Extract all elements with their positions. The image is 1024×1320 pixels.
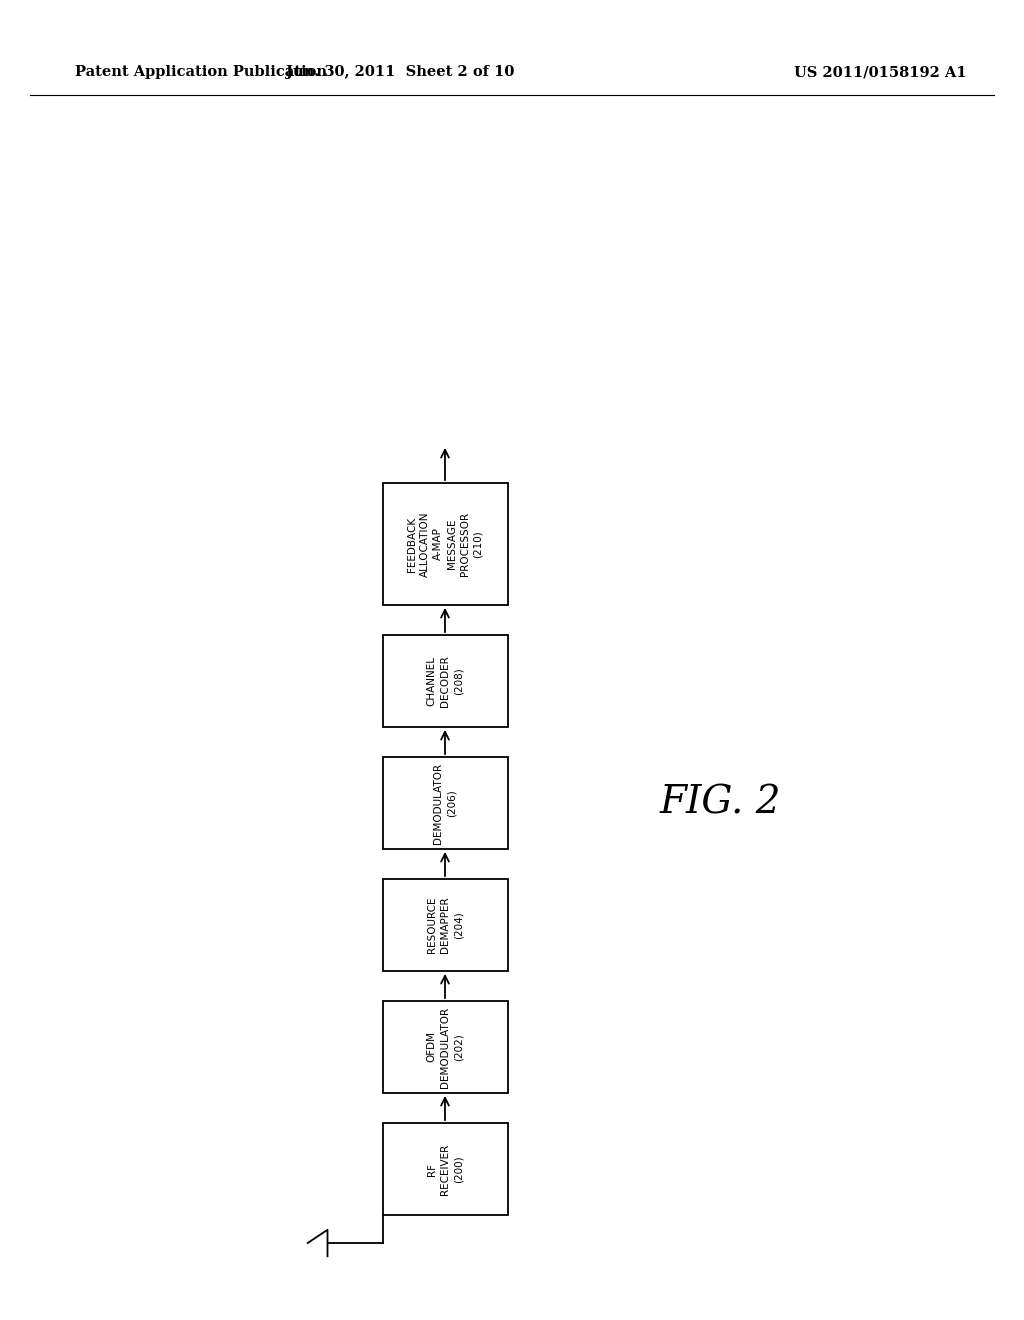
Text: Patent Application Publication: Patent Application Publication	[75, 65, 327, 79]
Text: Jun. 30, 2011  Sheet 2 of 10: Jun. 30, 2011 Sheet 2 of 10	[286, 65, 514, 79]
Bar	[383, 1123, 508, 1214]
Text: RF
RECEIVER
(200): RF RECEIVER (200)	[427, 1143, 463, 1195]
Text: RESOURCE
DEMAPPER
(204): RESOURCE DEMAPPER (204)	[427, 896, 463, 953]
Text: US 2011/0158192 A1: US 2011/0158192 A1	[794, 65, 967, 79]
Text: CHANNEL
DECODER
(208): CHANNEL DECODER (208)	[427, 655, 463, 708]
Text: OFDM
DEMODULATOR
(202): OFDM DEMODULATOR (202)	[427, 1006, 463, 1088]
Text: FIG. 2: FIG. 2	[659, 784, 780, 821]
Text: FEEDBACK
ALLOCATION
A-MAP
MESSAGE
PROCESSOR
(210): FEEDBACK ALLOCATION A-MAP MESSAGE PROCES…	[407, 511, 483, 577]
Bar	[383, 756, 508, 849]
Bar	[383, 483, 508, 605]
Text: DEMODULATOR
(206): DEMODULATOR (206)	[433, 763, 457, 843]
Bar	[383, 635, 508, 727]
Bar	[383, 1001, 508, 1093]
Bar	[383, 879, 508, 972]
